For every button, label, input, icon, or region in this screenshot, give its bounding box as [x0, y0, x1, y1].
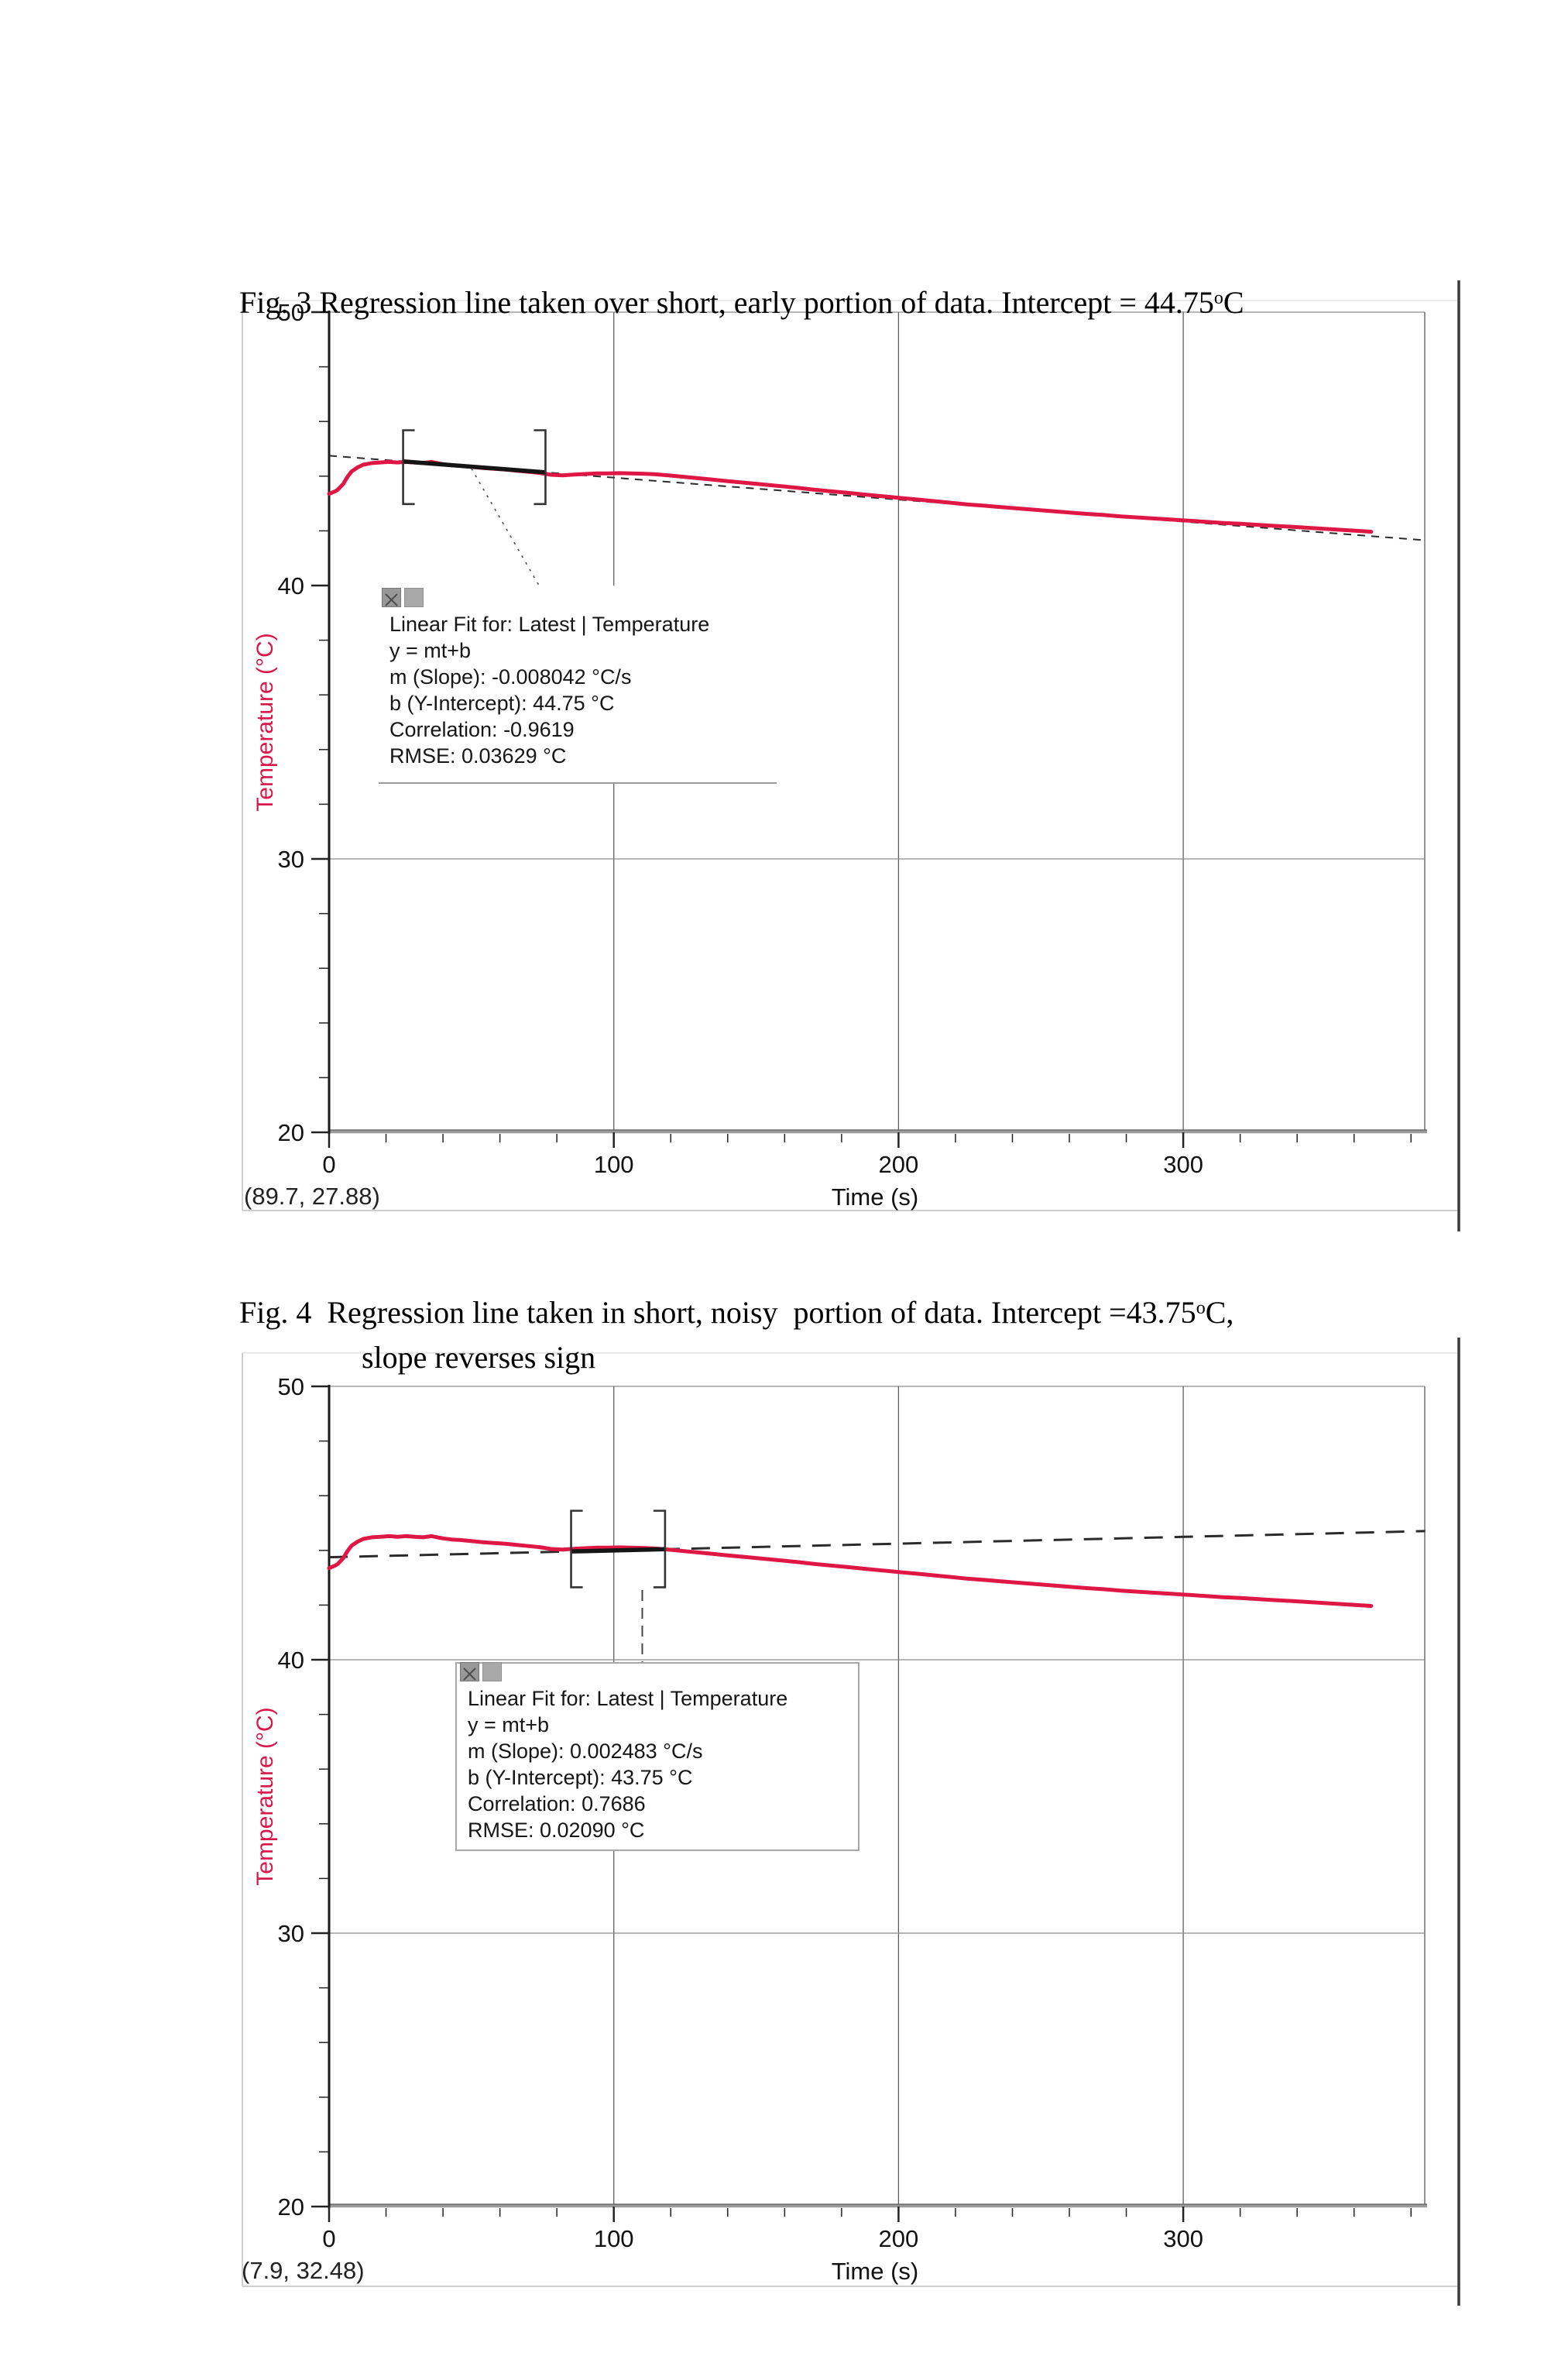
temperature-curve	[327, 459, 1374, 534]
selection-bracket-left	[402, 429, 415, 506]
y-axis-label: Temperature (°C)	[252, 633, 278, 811]
annotation-box-controls	[382, 588, 777, 608]
x-tick-label: 0	[322, 1151, 335, 1178]
fit-equation: y = mt+b	[468, 1713, 550, 1736]
fit-title: Linear Fit for: Latest | Temperature	[468, 1687, 788, 1710]
fit-rmse: RMSE: 0.02090 °C	[468, 1819, 645, 1842]
figure-4-caption: Fig. 4 Regression line taken in short, n…	[239, 1295, 1234, 1330]
selection-bracket-right	[653, 1510, 667, 1588]
close-icon	[460, 1662, 479, 1681]
y-tick-label: 20	[278, 2193, 304, 2220]
annotation-box-controls	[460, 1662, 858, 1682]
y-tick-label: 40	[278, 1647, 304, 1674]
close-icon	[382, 588, 401, 607]
cursor-readout-1: (89.7, 27.88)	[244, 1183, 380, 1210]
annotation-connector	[471, 468, 540, 588]
fit-intercept: b (Y-Intercept): 43.75 °C	[468, 1766, 693, 1789]
figure-3-caption-text: Fig. 3 Regression line taken over short,…	[239, 285, 1214, 320]
y-tick-label: 40	[278, 572, 304, 599]
y-axis-label: Temperature (°C)	[252, 1707, 278, 1885]
fit-segment	[403, 459, 546, 475]
fit-correlation: Correlation: -0.9619	[389, 718, 575, 741]
x-axis-label: Time (s)	[832, 1183, 919, 1211]
x-axis-label: Time (s)	[832, 2258, 919, 2285]
y-tick-label: 30	[278, 846, 304, 873]
pin-icon	[482, 1662, 502, 1681]
y-tick-label: 50	[278, 299, 304, 326]
selection-bracket-right	[534, 429, 547, 506]
fit-slope: m (Slope): 0.002483 °C/s	[468, 1740, 703, 1763]
x-tick-label: 100	[594, 1151, 634, 1178]
x-tick-label: 200	[879, 2225, 919, 2252]
linear-fit-annotation-box-2: Linear Fit for: Latest | Temperature y =…	[455, 1662, 859, 1851]
cursor-readout-2: (7.9, 32.48)	[242, 2257, 365, 2284]
y-tick-label: 20	[278, 1119, 304, 1146]
regression-line	[328, 1530, 1426, 1559]
x-tick-label: 300	[1163, 1151, 1203, 1178]
x-tick-label: 100	[594, 2225, 634, 2252]
fit-segment	[571, 1547, 665, 1554]
linear-fit-annotation-box-1: Linear Fit for: Latest | Temperature y =…	[379, 586, 777, 784]
y-tick-label: 50	[278, 1373, 304, 1400]
fit-title: Linear Fit for: Latest | Temperature	[389, 613, 710, 636]
fit-correlation: Correlation: 0.7686	[468, 1792, 646, 1815]
x-tick-label: 0	[322, 2225, 335, 2252]
x-tick-label: 200	[879, 1151, 919, 1178]
fit-intercept: b (Y-Intercept): 44.75 °C	[389, 692, 615, 715]
y-tick-label: 30	[278, 1920, 304, 1947]
temperature-curve	[327, 1534, 1374, 1608]
figure-4-caption-line2: slope reverses sign	[362, 1340, 596, 1375]
fit-rmse: RMSE: 0.03629 °C	[389, 744, 567, 768]
fit-equation: y = mt+b	[389, 639, 472, 662]
pin-icon	[404, 588, 424, 607]
x-tick-label: 300	[1163, 2225, 1203, 2252]
degree-superscript: o	[1213, 288, 1223, 308]
selection-bracket-left	[570, 1510, 583, 1588]
fit-slope: m (Slope): -0.008042 °C/s	[389, 665, 632, 689]
figure-4-caption-text: Fig. 4 Regression line taken in short, n…	[239, 1295, 1196, 1330]
degree-superscript: o	[1196, 1298, 1206, 1318]
figure-3-caption: Fig. 3 Regression line taken over short,…	[239, 285, 1244, 320]
